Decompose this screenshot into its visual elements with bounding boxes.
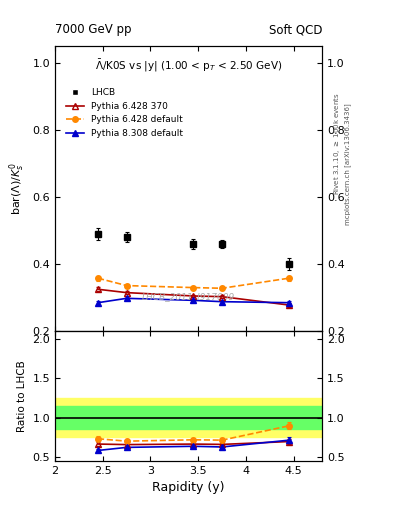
- Text: $\bar{\Lambda}$/K0S vs |y| (1.00 < p$_T$ < 2.50 GeV): $\bar{\Lambda}$/K0S vs |y| (1.00 < p$_T$…: [95, 57, 282, 74]
- Y-axis label: Ratio to LHCB: Ratio to LHCB: [17, 360, 27, 432]
- Y-axis label: bar($\Lambda$)/$K^0_s$: bar($\Lambda$)/$K^0_s$: [7, 162, 27, 215]
- Text: mcplots.cern.ch [arXiv:1306.3436]: mcplots.cern.ch [arXiv:1306.3436]: [344, 103, 351, 225]
- Text: LHCB_2011_I917009: LHCB_2011_I917009: [142, 292, 235, 302]
- Text: Soft QCD: Soft QCD: [269, 23, 322, 36]
- Legend: LHCB, Pythia 6.428 370, Pythia 6.428 default, Pythia 8.308 default: LHCB, Pythia 6.428 370, Pythia 6.428 def…: [62, 85, 187, 142]
- X-axis label: Rapidity (y): Rapidity (y): [152, 481, 225, 494]
- Bar: [55, 406, 322, 430]
- Text: Rivet 3.1.10, $\geq$ 100k events: Rivet 3.1.10, $\geq$ 100k events: [332, 92, 342, 195]
- Bar: [55, 398, 322, 437]
- Text: 7000 GeV pp: 7000 GeV pp: [55, 23, 132, 36]
